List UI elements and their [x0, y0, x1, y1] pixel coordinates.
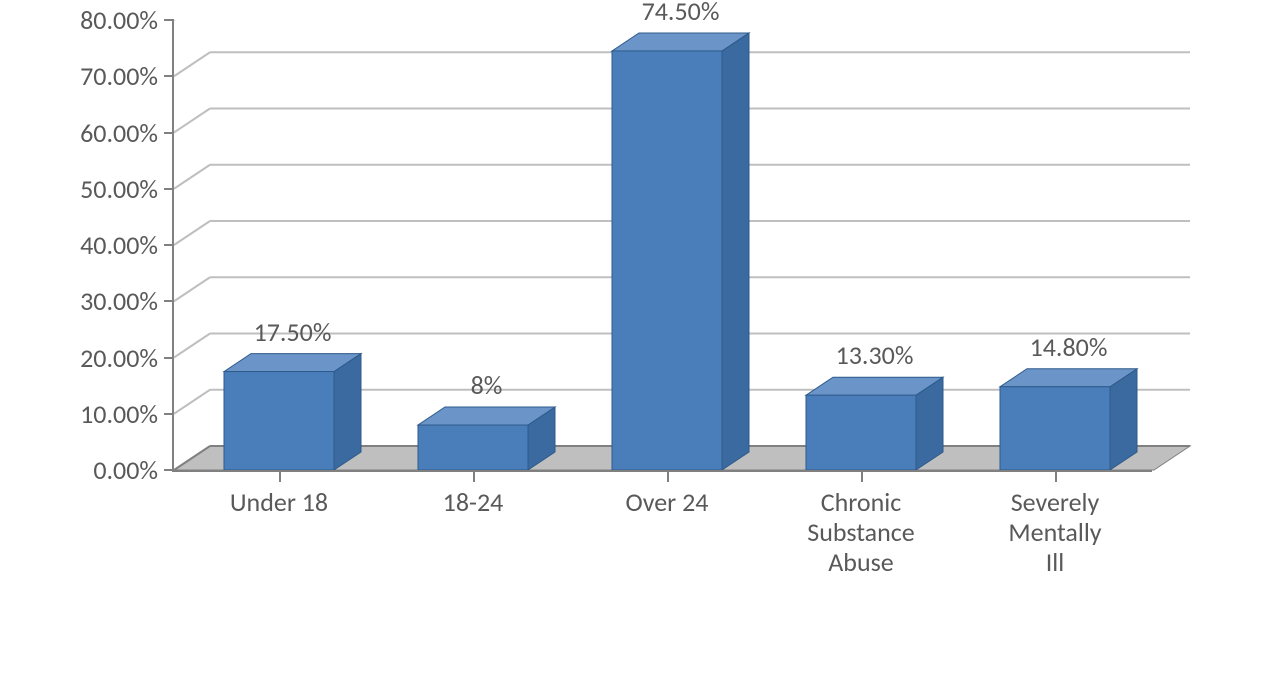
x-axis-line [172, 470, 1152, 472]
y-tick-label: 20.00% [80, 342, 158, 374]
data-label: 13.30% [836, 339, 914, 371]
y-tick-label: 70.00% [80, 60, 158, 92]
bar [612, 33, 749, 470]
bar [224, 354, 361, 470]
bar [1000, 369, 1137, 470]
x-tick [473, 472, 475, 482]
y-tick-label: 30.00% [80, 285, 158, 317]
y-tick-mark [164, 300, 174, 302]
x-tick-label: ChronicSubstanceAbuse [807, 488, 914, 578]
y-tick-label: 10.00% [80, 398, 158, 430]
y-tick-mark [164, 244, 174, 246]
data-label: 17.50% [254, 316, 332, 348]
y-tick-mark [164, 132, 174, 134]
x-tick [279, 472, 281, 482]
bar [806, 377, 943, 470]
y-tick-label: 40.00% [80, 229, 158, 261]
x-tick-label: Over 24 [626, 488, 709, 518]
y-tick-mark [164, 469, 174, 471]
x-tick-label: 18-24 [443, 488, 504, 518]
chart-floor [174, 20, 1194, 498]
x-tick [861, 472, 863, 482]
x-axis: Under 18 18-24 Over 24 ChronicSubstanceAbus… [174, 474, 1154, 614]
data-label: 14.80% [1030, 331, 1108, 363]
y-tick-mark [164, 75, 174, 77]
plot-area [174, 20, 1214, 520]
x-tick [1055, 472, 1057, 482]
y-tick-mark [164, 19, 174, 21]
y-tick-label: 80.00% [80, 4, 158, 36]
bar [418, 407, 555, 470]
y-tick-mark [164, 413, 174, 415]
y-tick-label: 0.00% [93, 454, 158, 486]
data-label: 8% [471, 369, 503, 401]
data-label: 74.50% [642, 0, 720, 27]
x-tick [667, 472, 669, 482]
x-tick-label: SeverelyMentallyIll [1008, 488, 1101, 578]
y-tick-label: 50.00% [80, 173, 158, 205]
y-tick-label: 60.00% [80, 117, 158, 149]
y-tick-mark [164, 357, 174, 359]
chart-viewport: 0.00% 10.00% 20.00% 30.00% 40.00% 50.00% 60.00… [40, 20, 1240, 660]
y-axis: 0.00%10.00%20.00%30.00%40.00%50.00%60.00… [40, 20, 170, 470]
y-tick-mark [164, 188, 174, 190]
x-tick-label: Under 18 [230, 488, 328, 518]
